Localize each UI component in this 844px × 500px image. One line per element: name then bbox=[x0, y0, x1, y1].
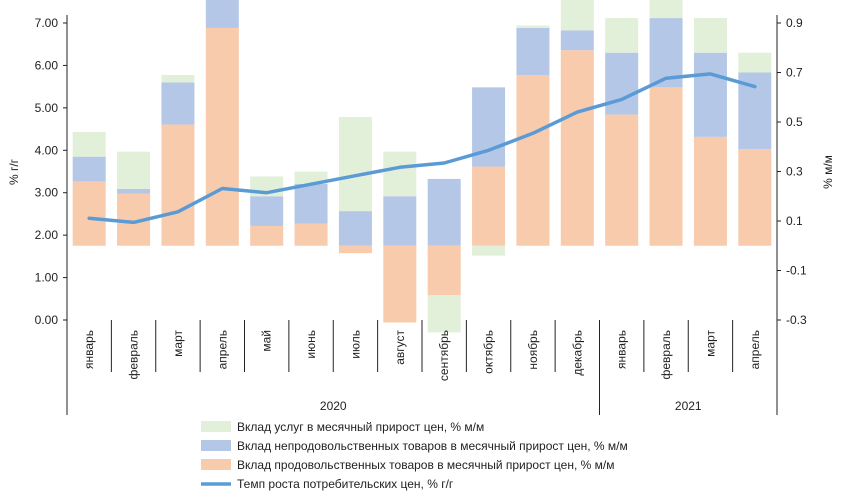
bar-food bbox=[294, 223, 328, 246]
line-layer bbox=[87, 72, 757, 225]
category-label: июнь bbox=[304, 330, 318, 359]
bar-food bbox=[205, 27, 239, 246]
bar-food bbox=[738, 149, 772, 246]
left-axis-title: % г/г bbox=[7, 158, 21, 185]
bar-nonfood bbox=[427, 178, 461, 246]
category-label: январь bbox=[615, 330, 629, 369]
bar-nonfood bbox=[693, 52, 727, 137]
category-label: август bbox=[393, 330, 407, 365]
bar-food bbox=[250, 225, 284, 246]
bar-services bbox=[72, 131, 106, 157]
bar-services bbox=[161, 74, 195, 83]
category-label: апрель bbox=[215, 330, 229, 369]
bar-services bbox=[383, 151, 417, 197]
right-axis-title: % м/м bbox=[821, 155, 835, 189]
legend-label: Вклад непродовольственных товаров в меся… bbox=[237, 439, 628, 453]
bar-services bbox=[693, 18, 727, 53]
bar-food bbox=[693, 136, 727, 246]
category-label: ноябрь bbox=[526, 330, 540, 370]
category-label: июль bbox=[348, 330, 362, 359]
bar-services bbox=[472, 245, 506, 256]
bar-nonfood bbox=[294, 183, 328, 224]
bar-services bbox=[427, 295, 461, 333]
right-tick-label: 0.9 bbox=[786, 16, 803, 30]
bar-services bbox=[649, 0, 683, 19]
bar-food bbox=[472, 166, 506, 246]
bar-services bbox=[738, 52, 772, 73]
bar-nonfood bbox=[161, 82, 195, 125]
bar-services bbox=[560, 0, 594, 31]
category-label: февраль bbox=[659, 330, 673, 380]
legend-label: Вклад услуг в месячный прирост цен, % м/… bbox=[237, 420, 484, 434]
legend-label: Вклад продовольственных товаров в месячн… bbox=[237, 458, 614, 472]
legend: Вклад услуг в месячный прирост цен, % м/… bbox=[201, 420, 628, 491]
right-tick-label: 0.1 bbox=[786, 214, 803, 228]
bar-services bbox=[294, 171, 328, 184]
left-tick-label: 6.00 bbox=[35, 58, 59, 72]
bar-services bbox=[117, 151, 151, 189]
bar-food bbox=[338, 245, 372, 254]
category-label: январь bbox=[82, 330, 96, 369]
left-tick-label: 4.00 bbox=[35, 143, 59, 157]
right-tick-label: 0.5 bbox=[786, 115, 803, 129]
bar-food bbox=[161, 124, 195, 246]
right-tick-label: -0.1 bbox=[786, 264, 807, 278]
year-label: 2020 bbox=[320, 399, 347, 413]
cpi-line bbox=[87, 72, 757, 225]
category-label: март bbox=[703, 330, 717, 357]
left-tick-label: 5.00 bbox=[35, 101, 59, 115]
bar-food bbox=[383, 245, 417, 323]
bar-food bbox=[560, 50, 594, 246]
year-label: 2021 bbox=[675, 399, 702, 413]
category-label: декабрь bbox=[570, 330, 584, 376]
bar-food bbox=[649, 87, 683, 246]
bar-layer bbox=[72, 0, 772, 333]
category-label: сентябрь bbox=[437, 330, 451, 381]
bar-nonfood bbox=[383, 196, 417, 246]
legend-swatch bbox=[201, 440, 231, 451]
bar-food bbox=[605, 114, 639, 246]
left-tick-label: 1.00 bbox=[35, 271, 59, 285]
bar-nonfood bbox=[72, 156, 106, 182]
right-tick-label: 0.7 bbox=[786, 66, 803, 80]
bar-food bbox=[72, 181, 106, 246]
right-tick-label: -0.3 bbox=[786, 313, 807, 327]
bar-nonfood bbox=[560, 30, 594, 51]
bar-services bbox=[605, 18, 639, 53]
left-tick-label: 7.00 bbox=[35, 16, 59, 30]
legend-swatch bbox=[201, 459, 231, 470]
left-tick-label: 0.00 bbox=[35, 313, 59, 327]
axes-layer: 0.00 1.00 2.00 3.00 4.00 5.00 6.00 7.00 -0.3 -0.1… bbox=[7, 15, 835, 415]
bar-nonfood bbox=[338, 211, 372, 246]
category-label: апрель bbox=[748, 330, 762, 369]
right-tick-label: 0.3 bbox=[786, 165, 803, 179]
bar-nonfood bbox=[605, 52, 639, 115]
category-label: февраль bbox=[127, 330, 141, 380]
category-label: май bbox=[260, 330, 274, 352]
bar-nonfood bbox=[117, 188, 151, 194]
bar-food bbox=[516, 74, 550, 246]
legend-label: Темп роста потребительских цен, % г/г bbox=[237, 477, 454, 491]
bar-services bbox=[338, 117, 372, 212]
bar-services bbox=[516, 25, 550, 28]
bar-food bbox=[427, 245, 461, 296]
left-tick-label: 2.00 bbox=[35, 228, 59, 242]
legend-swatch bbox=[201, 421, 231, 432]
bar-nonfood bbox=[516, 27, 550, 75]
bar-nonfood bbox=[205, 0, 239, 28]
left-tick-label: 3.00 bbox=[35, 186, 59, 200]
category-label: март bbox=[171, 330, 185, 357]
bar-nonfood bbox=[250, 196, 284, 226]
category-label: октябрь bbox=[482, 330, 496, 374]
